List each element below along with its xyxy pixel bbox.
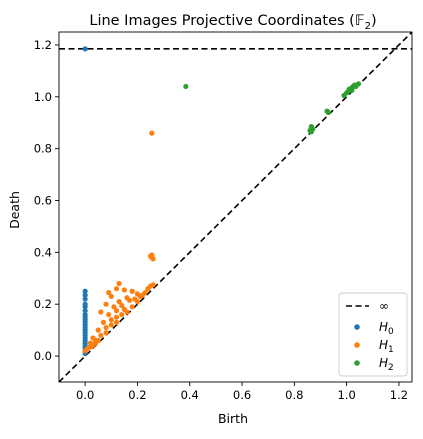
h1-point xyxy=(108,317,114,323)
h1-point xyxy=(113,314,120,320)
x-tick-label: 0.2 xyxy=(128,388,146,402)
y-tick-label: 1.0 xyxy=(34,90,52,104)
h1-point xyxy=(129,304,135,310)
h1-point xyxy=(147,253,154,259)
x-tick-label: 1.0 xyxy=(337,388,355,402)
h1-point xyxy=(150,282,156,288)
legend-infinity-label: ∞ xyxy=(379,299,389,313)
legend-box xyxy=(338,292,408,377)
h2-point xyxy=(349,87,355,93)
y-tick-label: 0.0 xyxy=(34,349,52,363)
legend-h0-marker xyxy=(354,324,360,330)
h0-point xyxy=(82,46,88,52)
h1-point xyxy=(142,289,148,296)
h1-point xyxy=(149,130,155,136)
h1-point xyxy=(113,319,120,325)
h0-point xyxy=(82,308,88,314)
h1-point xyxy=(98,309,104,315)
x-tick-label: 0.8 xyxy=(285,388,303,402)
h2-point xyxy=(325,109,331,115)
x-tick-label: 1.2 xyxy=(390,388,408,402)
data-points xyxy=(82,46,361,357)
y-tick-label: 0.4 xyxy=(34,245,52,259)
h1-point xyxy=(98,332,104,338)
h1-point xyxy=(108,322,114,328)
h1-point xyxy=(100,319,107,325)
h1-point xyxy=(124,309,130,315)
x-tick-label: 0.6 xyxy=(233,388,251,402)
h0-point xyxy=(82,292,88,298)
h1-point xyxy=(93,340,99,346)
h1-point xyxy=(121,287,127,293)
h1-point xyxy=(108,293,114,300)
legend-h2-marker xyxy=(354,360,360,366)
x-axis-label: Birth xyxy=(218,411,248,426)
plot-frame xyxy=(58,31,413,383)
y-tick-label: 0.6 xyxy=(34,194,52,208)
h1-point xyxy=(119,311,125,318)
h1-point xyxy=(106,289,112,296)
y-tick-label: 0.8 xyxy=(34,142,52,156)
h1-point xyxy=(116,280,122,287)
y-tick-label: 1.2 xyxy=(34,38,52,52)
x-tick-label: 0.0 xyxy=(76,388,94,402)
y-tick-label: 0.2 xyxy=(34,297,52,311)
h0-point xyxy=(82,288,88,294)
x-tick-label: 0.4 xyxy=(181,388,199,402)
h1-point xyxy=(111,304,117,310)
y-axis-label: Death xyxy=(7,191,22,229)
h1-point xyxy=(82,348,88,354)
h1-point xyxy=(103,330,109,336)
h2-point xyxy=(308,129,314,135)
legend-h2-label: H2 xyxy=(379,356,394,373)
h1-point xyxy=(103,324,109,331)
h1-point xyxy=(113,308,120,314)
h0-point xyxy=(82,296,88,302)
h1-point xyxy=(103,301,109,307)
chart-title: Line Images Projective Coordinates (𝔽2) xyxy=(89,13,376,32)
h1-point xyxy=(87,344,93,350)
h1-point xyxy=(106,311,112,318)
h1-point xyxy=(127,297,133,303)
h1-point xyxy=(134,299,141,305)
h1-point xyxy=(113,286,120,292)
h2-point xyxy=(355,81,361,87)
legend-h1-marker xyxy=(354,342,360,348)
h2-point xyxy=(183,83,189,90)
legend-h0-label: H0 xyxy=(379,320,394,337)
axes: 0.0 0.2 0.4 0.6 0.8 1.0 1.2 0.0 0.2 0.4 0.6 0.8 1.0 1… xyxy=(34,31,413,402)
legend-h1-label: H1 xyxy=(379,338,394,355)
h1-point xyxy=(119,302,125,309)
h1-point xyxy=(116,299,122,305)
h1-point xyxy=(129,288,135,294)
h0-point xyxy=(82,304,88,310)
h1-point xyxy=(137,293,143,300)
h1-point xyxy=(95,327,101,333)
